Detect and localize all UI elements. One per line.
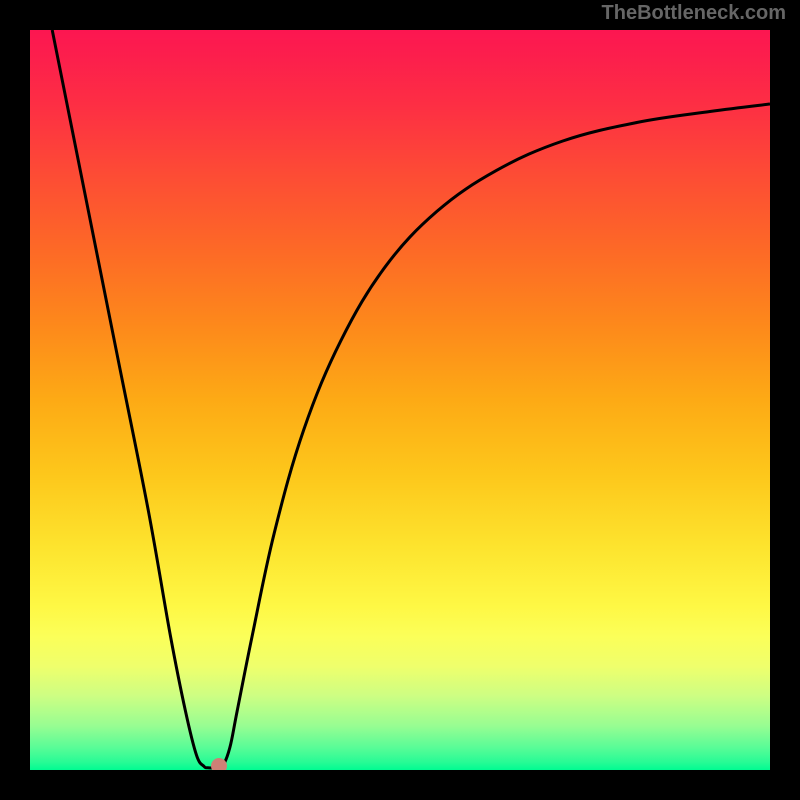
- bottleneck-curve: [30, 30, 770, 770]
- optimal-point-marker: [211, 758, 227, 770]
- watermark-text: TheBottleneck.com: [602, 2, 786, 25]
- chart-plot-area: [30, 30, 770, 770]
